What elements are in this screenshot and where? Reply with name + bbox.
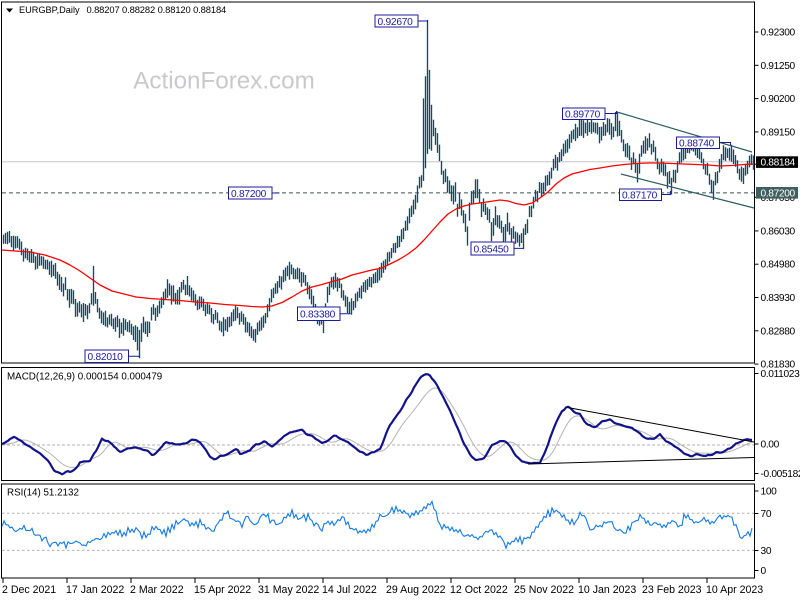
svg-text:23 Feb 2023: 23 Feb 2023 xyxy=(642,584,702,596)
svg-text:-0.005182: -0.005182 xyxy=(761,469,800,480)
svg-text:0.00: 0.00 xyxy=(761,440,780,451)
svg-text:25 Nov 2022: 25 Nov 2022 xyxy=(514,584,574,596)
svg-text:0.81830: 0.81830 xyxy=(761,360,796,371)
svg-text:17 Jan 2022: 17 Jan 2022 xyxy=(66,584,124,596)
svg-text:0.86030: 0.86030 xyxy=(761,226,796,237)
svg-text:29 Aug 2022: 29 Aug 2022 xyxy=(386,584,446,596)
svg-text:ActionForex.com: ActionForex.com xyxy=(133,68,314,95)
svg-text:0.92300: 0.92300 xyxy=(761,28,796,39)
svg-text:0.85450: 0.85450 xyxy=(474,244,510,255)
svg-text:0.91250: 0.91250 xyxy=(761,61,796,72)
svg-text:15 Apr 2022: 15 Apr 2022 xyxy=(194,584,251,596)
svg-text:RSI(14) 51.2132: RSI(14) 51.2132 xyxy=(7,488,79,499)
svg-text:0.92670: 0.92670 xyxy=(378,17,414,28)
svg-text:0.89150: 0.89150 xyxy=(761,127,796,138)
svg-text:0.88184: 0.88184 xyxy=(761,158,796,169)
svg-text:0.83380: 0.83380 xyxy=(300,309,336,320)
svg-text:0.011023: 0.011023 xyxy=(761,369,800,380)
svg-text:0.82010: 0.82010 xyxy=(88,352,124,363)
svg-text:70: 70 xyxy=(761,509,772,520)
svg-text:0.82880: 0.82880 xyxy=(761,326,796,337)
svg-text:10 Apr 2023: 10 Apr 2023 xyxy=(706,584,763,596)
svg-text:0.89770: 0.89770 xyxy=(565,110,601,121)
svg-text:0.90200: 0.90200 xyxy=(761,94,796,105)
svg-text:2 Mar 2022: 2 Mar 2022 xyxy=(130,584,184,596)
svg-text:14 Jul 2022: 14 Jul 2022 xyxy=(322,584,377,596)
svg-text:2 Dec 2021: 2 Dec 2021 xyxy=(2,584,56,596)
svg-text:12 Oct 2022: 12 Oct 2022 xyxy=(450,584,508,596)
svg-text:30: 30 xyxy=(761,546,772,557)
svg-text:0.83930: 0.83930 xyxy=(761,293,796,304)
svg-text:31 May 2022: 31 May 2022 xyxy=(258,584,319,596)
svg-text:0.84980: 0.84980 xyxy=(761,260,796,271)
svg-text:0: 0 xyxy=(761,566,767,577)
svg-text:0.88740: 0.88740 xyxy=(679,139,715,150)
svg-text:0.87170: 0.87170 xyxy=(622,191,658,202)
svg-text:0.87200: 0.87200 xyxy=(231,189,267,200)
svg-text:10 Jan 2023: 10 Jan 2023 xyxy=(578,584,636,596)
svg-text:MACD(12,26,9) 0.000154 0.00047: MACD(12,26,9) 0.000154 0.000479 xyxy=(7,372,162,383)
svg-text:100: 100 xyxy=(761,487,778,498)
svg-text:0.87200: 0.87200 xyxy=(761,188,796,199)
